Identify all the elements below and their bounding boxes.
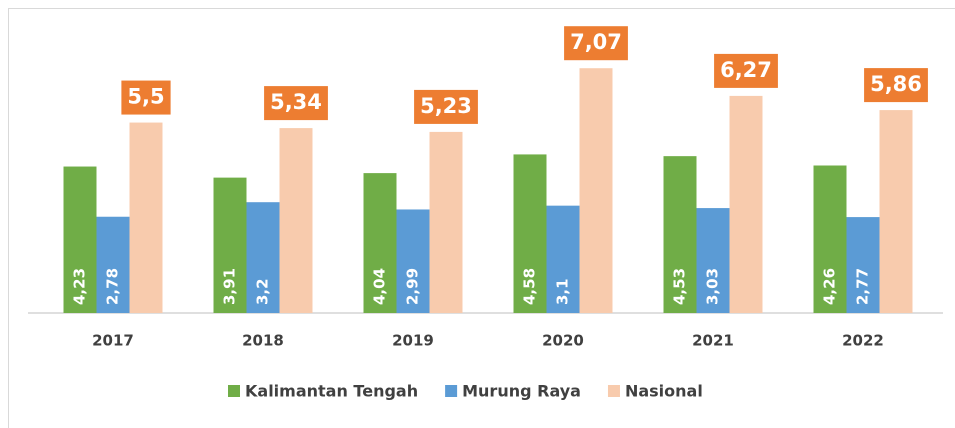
- x-tick-label: 2018: [242, 332, 284, 350]
- bar: [729, 95, 763, 314]
- data-label-box: 6,27: [714, 53, 778, 88]
- bar: [579, 68, 613, 313]
- bar: [429, 131, 463, 313]
- label-bg: [264, 86, 328, 121]
- data-label: 3,2: [254, 278, 272, 305]
- bar: [396, 209, 430, 313]
- data-label: 3,91: [221, 268, 239, 305]
- x-tick-label: 2021: [692, 332, 734, 350]
- bar: [663, 156, 697, 313]
- bar: [63, 166, 97, 313]
- legend-swatch: [607, 385, 620, 397]
- data-label: 3,1: [554, 278, 572, 305]
- data-label: 2,99: [404, 268, 422, 305]
- label-bg: [414, 89, 478, 124]
- data-label: 7,07: [570, 30, 622, 54]
- data-label: 3,03: [704, 268, 722, 305]
- bar: [246, 202, 280, 313]
- bar: [546, 205, 580, 313]
- bar: [879, 110, 913, 313]
- label-bg: [121, 80, 171, 115]
- bar: [846, 217, 880, 313]
- data-label: 4,53: [671, 268, 689, 305]
- x-tick-label: 2019: [392, 332, 434, 350]
- bar: [96, 216, 130, 313]
- data-label: 4,58: [521, 268, 539, 305]
- data-label: 5,34: [270, 90, 322, 114]
- data-label-box: 5,86: [864, 68, 928, 103]
- data-label: 2,77: [854, 268, 872, 305]
- data-label: 4,23: [71, 268, 89, 305]
- label-bg: [864, 68, 928, 103]
- label-bg: [564, 26, 628, 61]
- bar: [813, 165, 847, 313]
- bar: [279, 128, 313, 313]
- x-tick-label: 2022: [842, 332, 884, 350]
- bar: [513, 154, 547, 313]
- data-label: 4,26: [821, 268, 839, 305]
- bar: [129, 122, 163, 313]
- data-label: 2,78: [104, 268, 122, 305]
- legend-swatch: [445, 385, 458, 397]
- data-label-box: 5,34: [264, 86, 328, 121]
- data-label: 5,23: [420, 94, 472, 118]
- legend-swatch: [228, 385, 240, 397]
- data-label: 4,04: [371, 268, 389, 305]
- label-bg: [714, 53, 778, 88]
- legend-label: Nasional: [625, 382, 703, 401]
- bar: [213, 177, 247, 313]
- data-label-box: 7,07: [564, 26, 628, 61]
- data-label-box: 5,23: [414, 89, 478, 124]
- x-tick-label: 2017: [92, 332, 134, 350]
- bar: [363, 173, 397, 313]
- legend-label: Murung Raya: [462, 382, 581, 401]
- legend-label: Kalimantan Tengah: [245, 382, 418, 401]
- data-label: 6,27: [720, 58, 772, 82]
- data-label: 5,86: [870, 72, 922, 96]
- data-label: 5,5: [127, 85, 164, 109]
- bar: [696, 208, 730, 313]
- x-tick-label: 2020: [542, 332, 584, 350]
- data-label-box: 5,5: [121, 80, 171, 115]
